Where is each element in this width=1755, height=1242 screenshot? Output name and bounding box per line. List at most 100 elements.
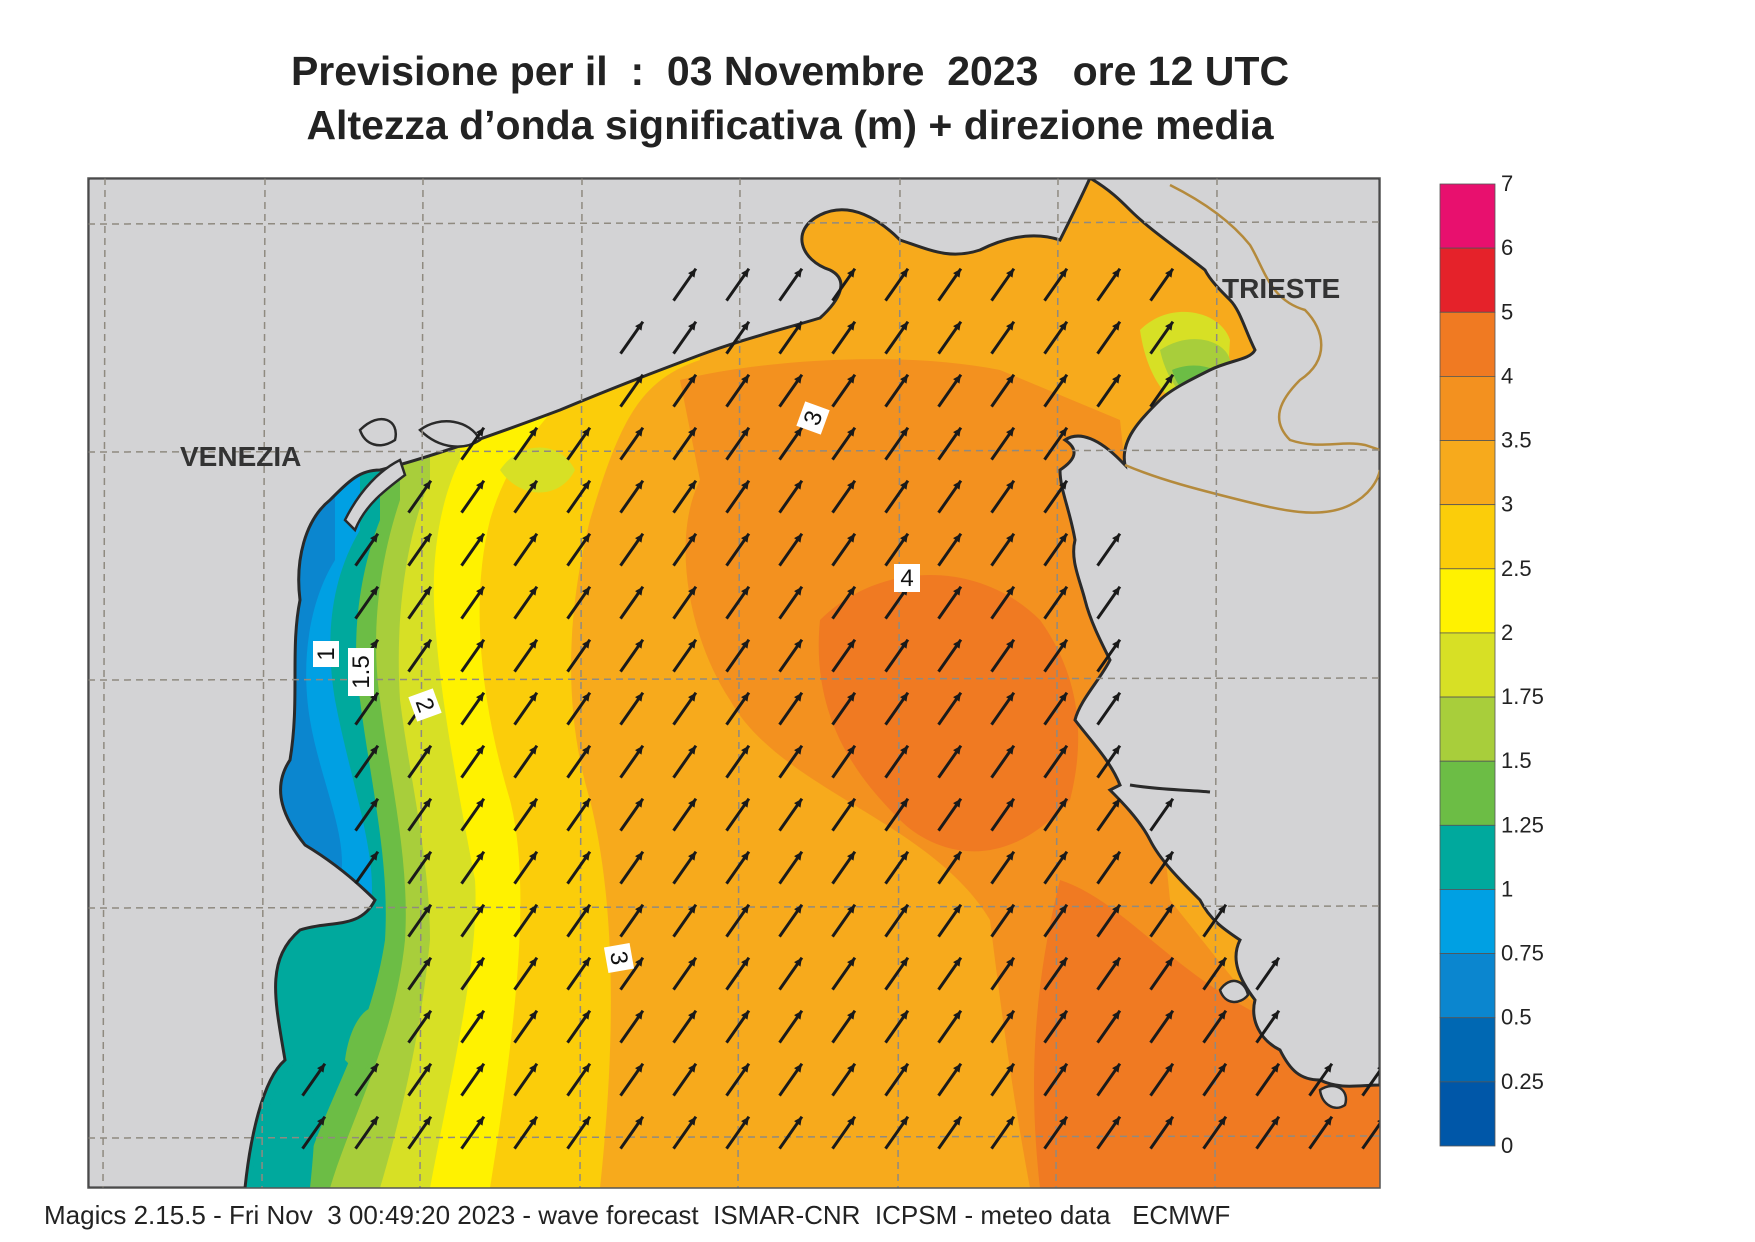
wave-arrow-head <box>635 533 643 543</box>
footer-credits: Magics 2.15.5 - Fri Nov 3 00:49:20 2023 … <box>44 1200 1231 1230</box>
wave-arrow-head <box>476 798 484 808</box>
wave-arrow-head <box>794 374 802 384</box>
wave-arrow-head <box>370 639 378 649</box>
wave-arrow-head <box>1165 1116 1173 1126</box>
wave-arrow-head <box>1112 533 1120 543</box>
contour-label-3-north: 3 <box>796 401 830 435</box>
wave-arrow-head <box>688 745 696 755</box>
wave-arrow-head <box>1006 639 1014 649</box>
wave-arrow-head <box>370 533 378 543</box>
wave-arrow-head <box>953 427 961 437</box>
wave-arrow-head <box>1006 904 1014 914</box>
wave-arrow-head <box>900 321 908 331</box>
wave-arrow-head <box>847 692 855 702</box>
svg-text:3: 3 <box>604 949 633 967</box>
wave-arrow-head <box>953 533 961 543</box>
wave-arrow-head <box>635 1063 643 1073</box>
wave-arrow-head <box>1165 904 1173 914</box>
wave-arrow-head <box>476 957 484 967</box>
wave-arrow-head <box>1006 798 1014 808</box>
wave-arrow-head <box>1112 639 1120 649</box>
wave-arrow-head <box>1271 1063 1279 1073</box>
wave-arrow-head <box>1006 480 1014 490</box>
wave-arrow-head <box>688 904 696 914</box>
wave-arrow-head <box>582 745 590 755</box>
wave-arrow-head <box>1112 957 1120 967</box>
wave-arrow-head <box>741 480 749 490</box>
wave-arrow-head <box>635 957 643 967</box>
wave-arrow-head <box>582 533 590 543</box>
wave-arrow-head <box>529 957 537 967</box>
wave-arrow-head <box>370 586 378 596</box>
wave-arrow-head <box>582 957 590 967</box>
wave-arrow-head <box>1059 268 1067 278</box>
wave-arrow-head <box>847 480 855 490</box>
wave-arrow-head <box>900 904 908 914</box>
wave-arrow-head <box>741 1010 749 1020</box>
wave-arrow-head <box>741 851 749 861</box>
wave-arrow-head <box>1006 374 1014 384</box>
wave-arrow-head <box>953 1116 961 1126</box>
wave-arrow-head <box>529 798 537 808</box>
wave-arrow-head <box>582 851 590 861</box>
pocket-north-coast <box>500 447 575 493</box>
wave-arrow-head <box>423 1116 431 1126</box>
wave-arrow-head <box>953 480 961 490</box>
wave-arrow-head <box>900 374 908 384</box>
wave-arrow-head <box>847 851 855 861</box>
svg-text:1.5: 1.5 <box>348 655 375 688</box>
wave-arrow-head <box>529 745 537 755</box>
wave-arrow-head <box>1112 904 1120 914</box>
wave-arrow <box>1361 1068 1380 1097</box>
wave-arrow-head <box>794 745 802 755</box>
wave-arrow-head <box>794 639 802 649</box>
wave-arrow-head <box>741 745 749 755</box>
wave-arrow-head <box>900 268 908 278</box>
wave-arrow-head <box>1006 321 1014 331</box>
colorbar-tick-label: 1.75 <box>1501 684 1544 709</box>
colorbar-swatch <box>1439 696 1496 762</box>
wave-arrow-head <box>794 321 802 331</box>
wave-arrow-head <box>582 798 590 808</box>
contour-label-1-5: 1.5 <box>348 648 375 696</box>
wave-arrow-head <box>1112 798 1120 808</box>
wave-arrow-head <box>423 904 431 914</box>
svg-text:4: 4 <box>900 565 913 592</box>
wave-arrow-head <box>741 268 749 278</box>
wave-arrow-head <box>1218 904 1226 914</box>
wave-arrow-head <box>1112 745 1120 755</box>
wave-arrow-head <box>529 427 537 437</box>
wave-arrow-head <box>794 427 802 437</box>
wave-arrow-head <box>1324 1063 1332 1073</box>
wave-arrow-head <box>1059 321 1067 331</box>
wave-arrow-head <box>1218 1010 1226 1020</box>
wave-arrow-head <box>529 1063 537 1073</box>
wave-arrow-head <box>900 1063 908 1073</box>
wave-arrow-head <box>794 798 802 808</box>
wave-arrow-head <box>476 533 484 543</box>
contour-label-3-south: 3 <box>603 942 635 974</box>
wave-arrow-head <box>741 957 749 967</box>
wave-arrow-head <box>529 1010 537 1020</box>
wave-arrow-head <box>582 639 590 649</box>
colorbar-swatch <box>1439 632 1496 698</box>
wave-arrow-head <box>741 1063 749 1073</box>
colorbar-tick-label: 5 <box>1501 299 1513 324</box>
wave-arrow-head <box>1059 904 1067 914</box>
wave-arrow-head <box>370 1063 378 1073</box>
wave-arrow-head <box>1112 692 1120 702</box>
wave-arrow-head <box>476 904 484 914</box>
island-1 <box>1218 979 1250 1004</box>
wave-arrow-head <box>1165 321 1173 331</box>
wave-arrow-head <box>1165 1063 1173 1073</box>
graticule <box>88 178 1380 1188</box>
wave-arrow-head <box>582 1010 590 1020</box>
wave-arrow-head <box>1112 586 1120 596</box>
wave-arrow-head <box>476 851 484 861</box>
wave-arrow-head <box>1165 1010 1173 1020</box>
lagoon-islands <box>343 418 482 533</box>
wave-arrow-head <box>1006 533 1014 543</box>
map-area: 1 1.5 2 3 3 4 VENEZIA <box>88 178 1380 1188</box>
wave-arrow-head <box>635 374 643 384</box>
wave-arrow-head <box>635 851 643 861</box>
